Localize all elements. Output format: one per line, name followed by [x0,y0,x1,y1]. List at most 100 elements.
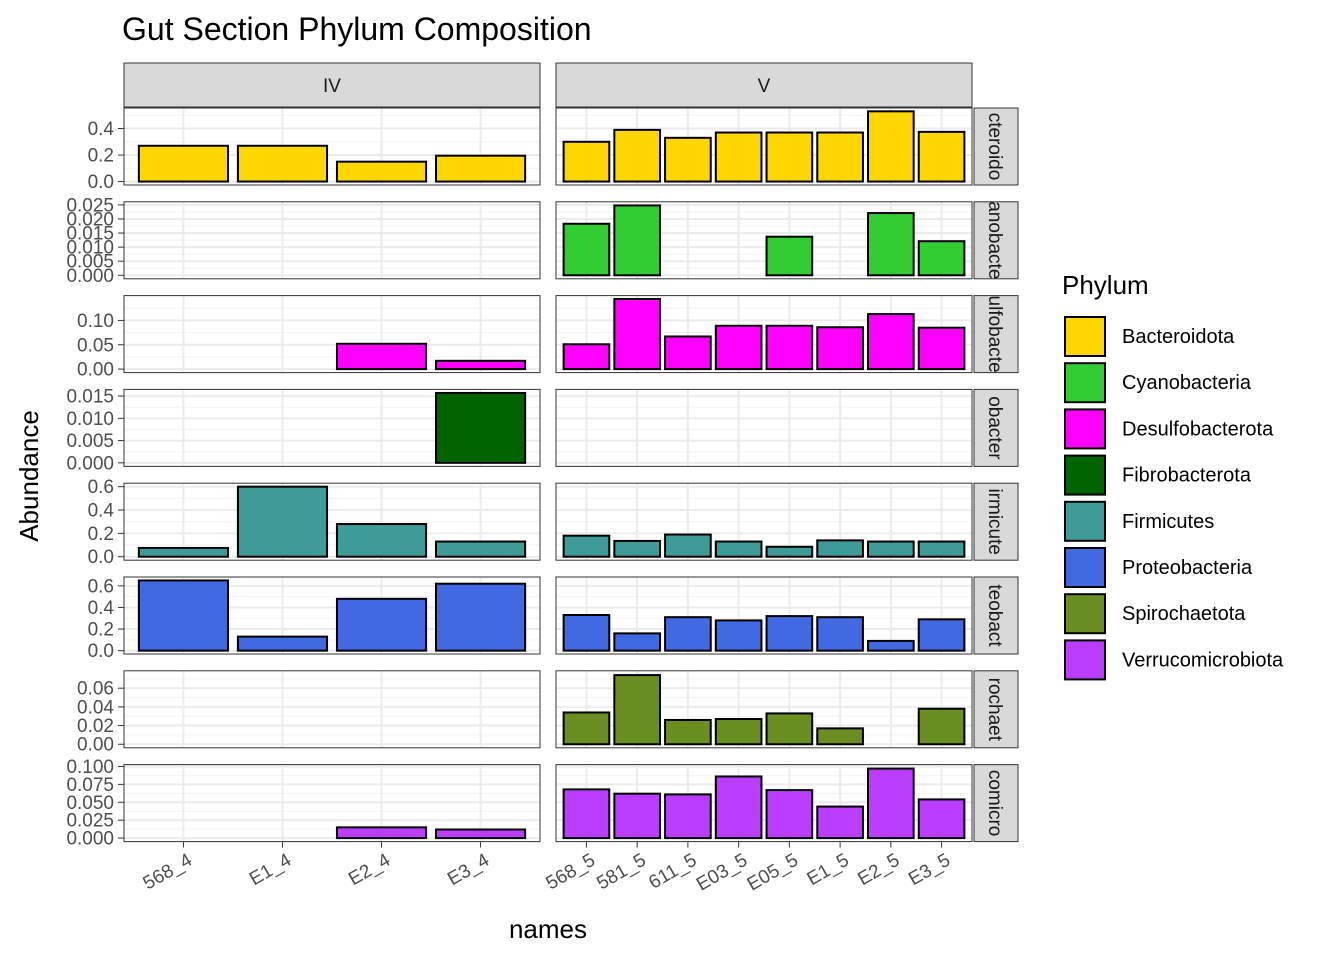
legend-title: Phylum [1062,270,1149,300]
panel [555,107,973,186]
x-tick-label: 581_5 [593,850,649,895]
facet-row: 0.00 0.05 0.10 ulfobacte [77,295,1019,381]
facet-strip-background [973,576,1019,655]
x-tick-label: E03_5 [693,850,751,896]
bar [765,235,814,277]
bar [867,767,915,840]
legend-swatch [1064,454,1106,496]
panel [555,670,973,749]
y-tick-label: 0.015 [66,224,114,245]
y-tick-label: 0.2 [88,146,114,167]
facet-strip-background [973,295,1019,374]
bar [613,128,662,183]
facet-panels: 0.00.20.4 cteroido0.0000.0050.0100.0150.0… [66,107,1019,850]
bar [917,798,966,840]
y-tick-label: 0.015 [66,387,114,408]
y-tick-label: 0.2 [88,524,114,545]
facet-row: 0.00.20.4 0.6 irmicute [88,477,1019,568]
panel-border [123,388,541,467]
x-tick-label: E3_4 [444,850,493,891]
bar [613,204,662,277]
facet-strip-row: teobact [973,576,1019,655]
panel [123,295,541,374]
bar [236,144,329,183]
panel-background [556,389,972,467]
bar [137,144,230,183]
panel [555,764,973,843]
bar [765,545,814,558]
bar [562,140,611,183]
bar [867,212,915,277]
facet-column-strips: IV V [123,62,973,108]
y-axis-title: Abundance [14,410,44,542]
facet-strip-background [123,62,541,108]
bars [562,110,966,183]
facet-strip-row: rochaet [973,670,1019,749]
bar [816,326,864,371]
panel [555,576,973,655]
x-tick-label: E2_4 [345,850,394,891]
facet-strip-label: comicro [984,770,1005,837]
x-tick-label: E1_4 [246,850,295,891]
facet-strip-label: teobact [984,584,1005,647]
bar [714,324,763,371]
y-tick-label: 0.005 [66,431,114,452]
bar [917,326,966,371]
x-tick-label: 568_4 [140,850,197,895]
facet-row: 0.00.20.40.6 teobact [88,576,1019,662]
panel [123,764,541,843]
x-axis: 568_4 E1_4 E2_4 E3_4 568_5581_5611_5E03_5E05… [140,841,954,896]
panel-border [555,201,973,280]
bars [435,391,527,464]
y-tick-label: 0.025 [66,811,114,832]
bar [917,240,966,277]
bar [435,540,527,558]
legend-item: Spirochaetota [1062,591,1246,636]
bars [562,204,966,277]
legend-label: Cyanobacteria [1122,372,1252,394]
facet-strip-background [973,764,1019,843]
y-tick-label: 0.010 [66,409,114,430]
bar [435,391,527,464]
panel-border [555,295,973,374]
facet-strip-label: cteroido [984,113,1005,181]
legend-item: Verrucomicrobiota [1062,637,1284,682]
bar [917,540,966,558]
bars [137,485,527,558]
y-tick-label: 0.4 [88,119,115,140]
legend-swatch [1064,500,1106,542]
bar [613,674,662,746]
panel-border [123,670,541,749]
bar [613,632,662,652]
bars [562,614,966,652]
y-tick-label: 0.000 [66,266,114,287]
panel [123,388,541,467]
bars [562,674,966,746]
panel-border [555,388,973,467]
legend-item: Firmicutes [1062,498,1214,543]
facet-row: 0.0 0.2 0.4 cteroido [88,107,1019,193]
y-tick-label: 0.00 [77,735,114,756]
legend-swatch [1064,593,1106,635]
legend-swatch [1064,362,1106,404]
bar [664,136,712,183]
bar [867,110,915,183]
bar [613,792,662,840]
y-axis: 0.00.20.40.6 [88,576,124,662]
bars [562,533,966,558]
bar [335,342,428,371]
panel-border [123,295,541,374]
panel-background [124,670,540,748]
facet-strip-background [973,482,1019,561]
bar [562,534,611,558]
bar [765,789,814,840]
y-tick-label: 0.050 [66,793,114,814]
y-tick-label: 0.025 [66,195,114,216]
bar [335,826,428,840]
y-tick-label: 0.4 [88,501,115,522]
panel-border [123,764,541,843]
facet-strip-label: rochaet [984,678,1005,742]
